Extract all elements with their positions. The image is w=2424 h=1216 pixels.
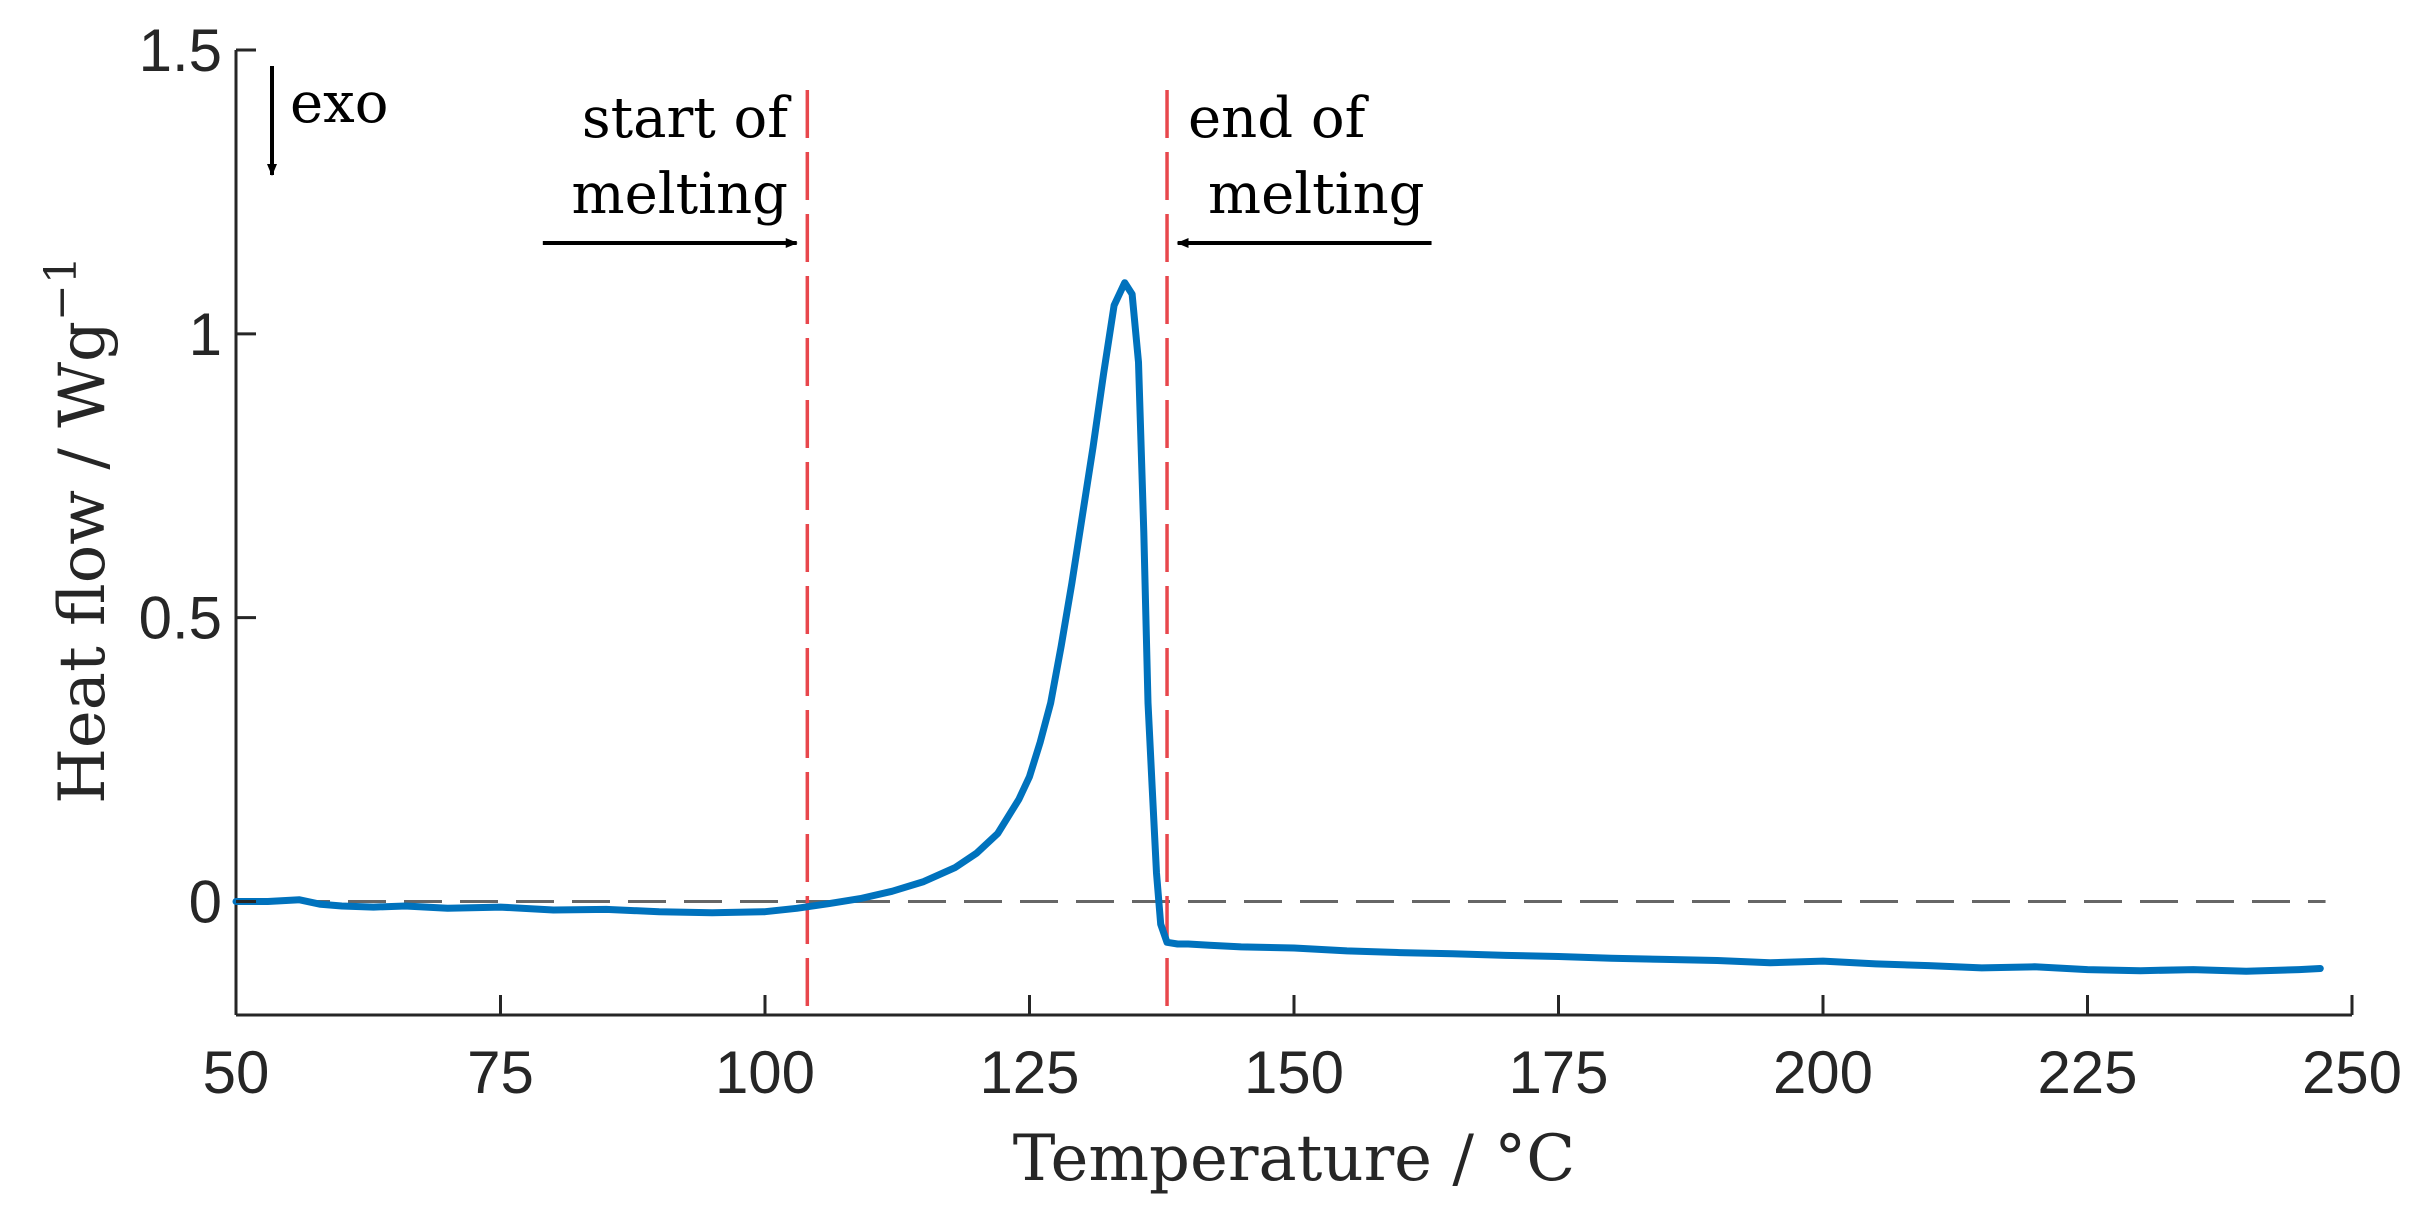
- y-axis-title-superscript: −1: [36, 256, 87, 321]
- x-tick-label: 175: [1508, 1039, 1608, 1106]
- x-tick-label: 125: [979, 1039, 1079, 1106]
- y-tick-label: 1: [189, 301, 222, 368]
- y-tick-label: 1.5: [139, 17, 222, 84]
- x-tick-label: 50: [203, 1039, 270, 1106]
- x-tick-label: 250: [2302, 1039, 2402, 1106]
- end-of-melting-label-line2: melting: [1208, 162, 1424, 227]
- y-tick-label: 0.5: [139, 585, 222, 652]
- x-tick-label: 75: [467, 1039, 534, 1106]
- x-axis-title: Temperature / °C: [1013, 1122, 1576, 1196]
- exo-label: exo: [290, 71, 388, 136]
- end-of-melting-label-line1: end of: [1188, 86, 1370, 151]
- x-tick-label: 150: [1244, 1039, 1344, 1106]
- x-tick-label: 100: [715, 1039, 815, 1106]
- x-tick-label: 225: [2037, 1039, 2137, 1106]
- y-axis-ticks: 0 0.5 1 1.5: [139, 17, 256, 935]
- x-axis-ticks: 50 75 100 125 150 175 200 225 250: [203, 995, 2402, 1106]
- y-axis-title: Heat flow / Wg−1: [36, 256, 120, 804]
- heat-flow-series-line: [232, 279, 2324, 975]
- start-of-melting-label-line1: start of: [582, 86, 792, 151]
- y-tick-label: 0: [189, 868, 222, 935]
- start-of-melting-label-line2: melting: [572, 162, 788, 227]
- y-axis-title-main: Heat flow / Wg: [46, 321, 120, 804]
- x-tick-label: 200: [1773, 1039, 1873, 1106]
